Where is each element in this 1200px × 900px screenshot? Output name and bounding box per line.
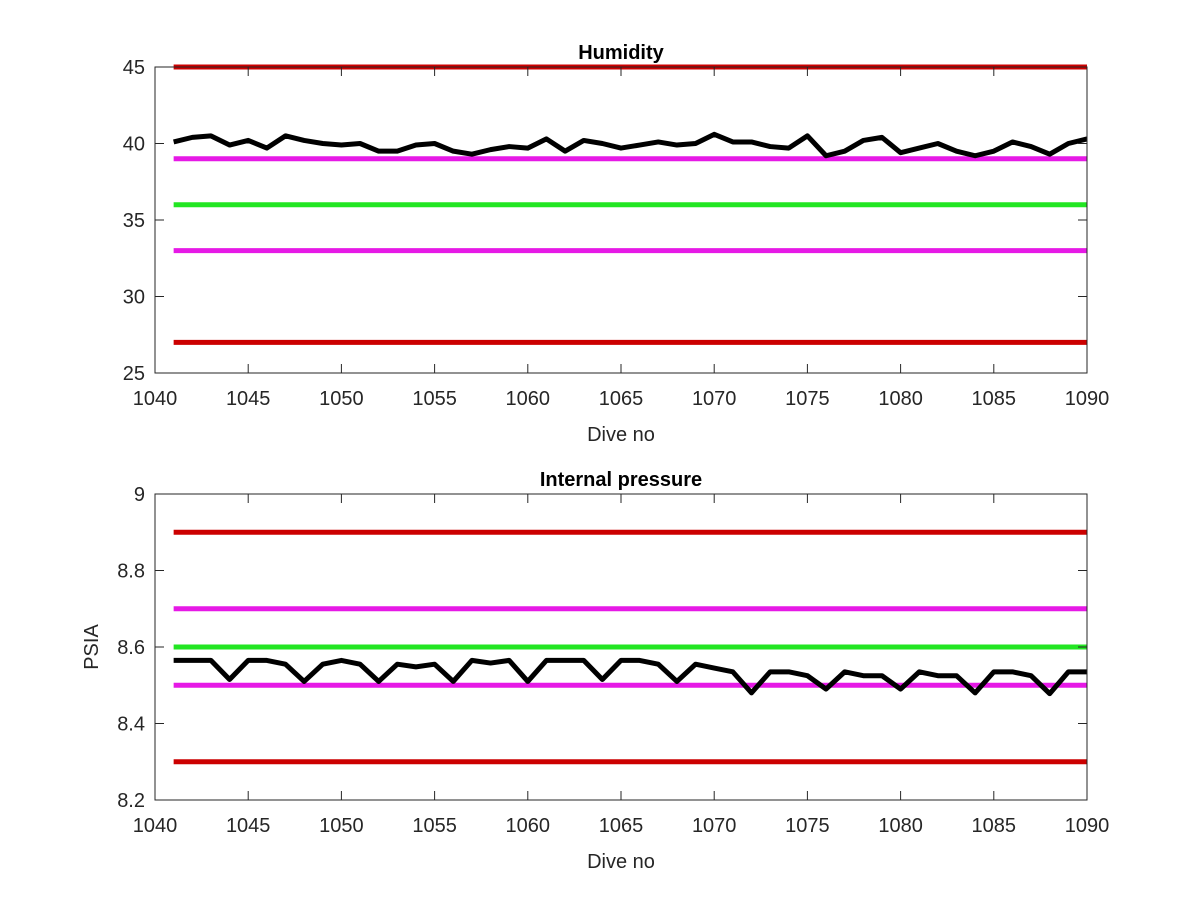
x-tick-label: 1060 xyxy=(506,388,551,410)
x-tick-label: 1080 xyxy=(878,815,923,837)
x-tick-label: 1085 xyxy=(972,388,1017,410)
series-line xyxy=(173,657,1087,697)
x-tick-label: 1040 xyxy=(133,815,178,837)
y-tick-label: 40 xyxy=(123,134,145,156)
x-tick-label: 1075 xyxy=(785,388,830,410)
y-tick-label: 8.8 xyxy=(117,561,145,583)
x-tick-label: 1090 xyxy=(1065,815,1110,837)
x-tick-label: 1045 xyxy=(226,815,271,837)
y-tick-label: 45 xyxy=(123,57,145,79)
x-tick-label: 1070 xyxy=(692,388,737,410)
chart-title: Internal pressure xyxy=(540,469,702,491)
x-tick-label: 1050 xyxy=(319,815,364,837)
x-tick-label: 1065 xyxy=(599,388,644,410)
x-tick-label: 1090 xyxy=(1065,388,1110,410)
x-tick-label: 1045 xyxy=(226,388,271,410)
y-tick-label: 30 xyxy=(123,287,145,309)
y-tick-label: 35 xyxy=(123,210,145,232)
y-axis-label: PSIA xyxy=(81,624,103,670)
x-tick-label: 1085 xyxy=(972,815,1017,837)
y-tick-label: 9 xyxy=(134,484,145,506)
x-tick-label: 1050 xyxy=(319,388,364,410)
chart-panel-2: 1040 1045 1050 1055 1060 1065 1070 1075 1080 1085… xyxy=(81,469,1109,873)
x-tick-label: 1040 xyxy=(133,388,178,410)
chart-title: Humidity xyxy=(578,42,664,64)
y-tick-label: 25 xyxy=(123,363,145,385)
x-tick-label: 1060 xyxy=(506,815,551,837)
x-tick-label: 1070 xyxy=(692,815,737,837)
x-tick-label: 1065 xyxy=(599,815,644,837)
y-tick-label: 8.4 xyxy=(117,714,145,736)
y-tick-label: 8.2 xyxy=(117,790,145,812)
series-line xyxy=(173,131,1088,159)
y-tick-label: 8.6 xyxy=(117,637,145,659)
x-tick-label: 1055 xyxy=(412,815,457,837)
x-tick-label: 1055 xyxy=(412,388,457,410)
axes-box xyxy=(154,66,1088,374)
chart-panel-1: 1040 1045 1050 1055 1060 1065 1070 1075 1080 1085… xyxy=(123,42,1110,446)
x-tick-label: 1080 xyxy=(878,388,923,410)
x-tick-label: 1075 xyxy=(785,815,830,837)
x-axis-label: Dive no xyxy=(587,424,655,446)
x-axis-label: Dive no xyxy=(587,851,655,873)
